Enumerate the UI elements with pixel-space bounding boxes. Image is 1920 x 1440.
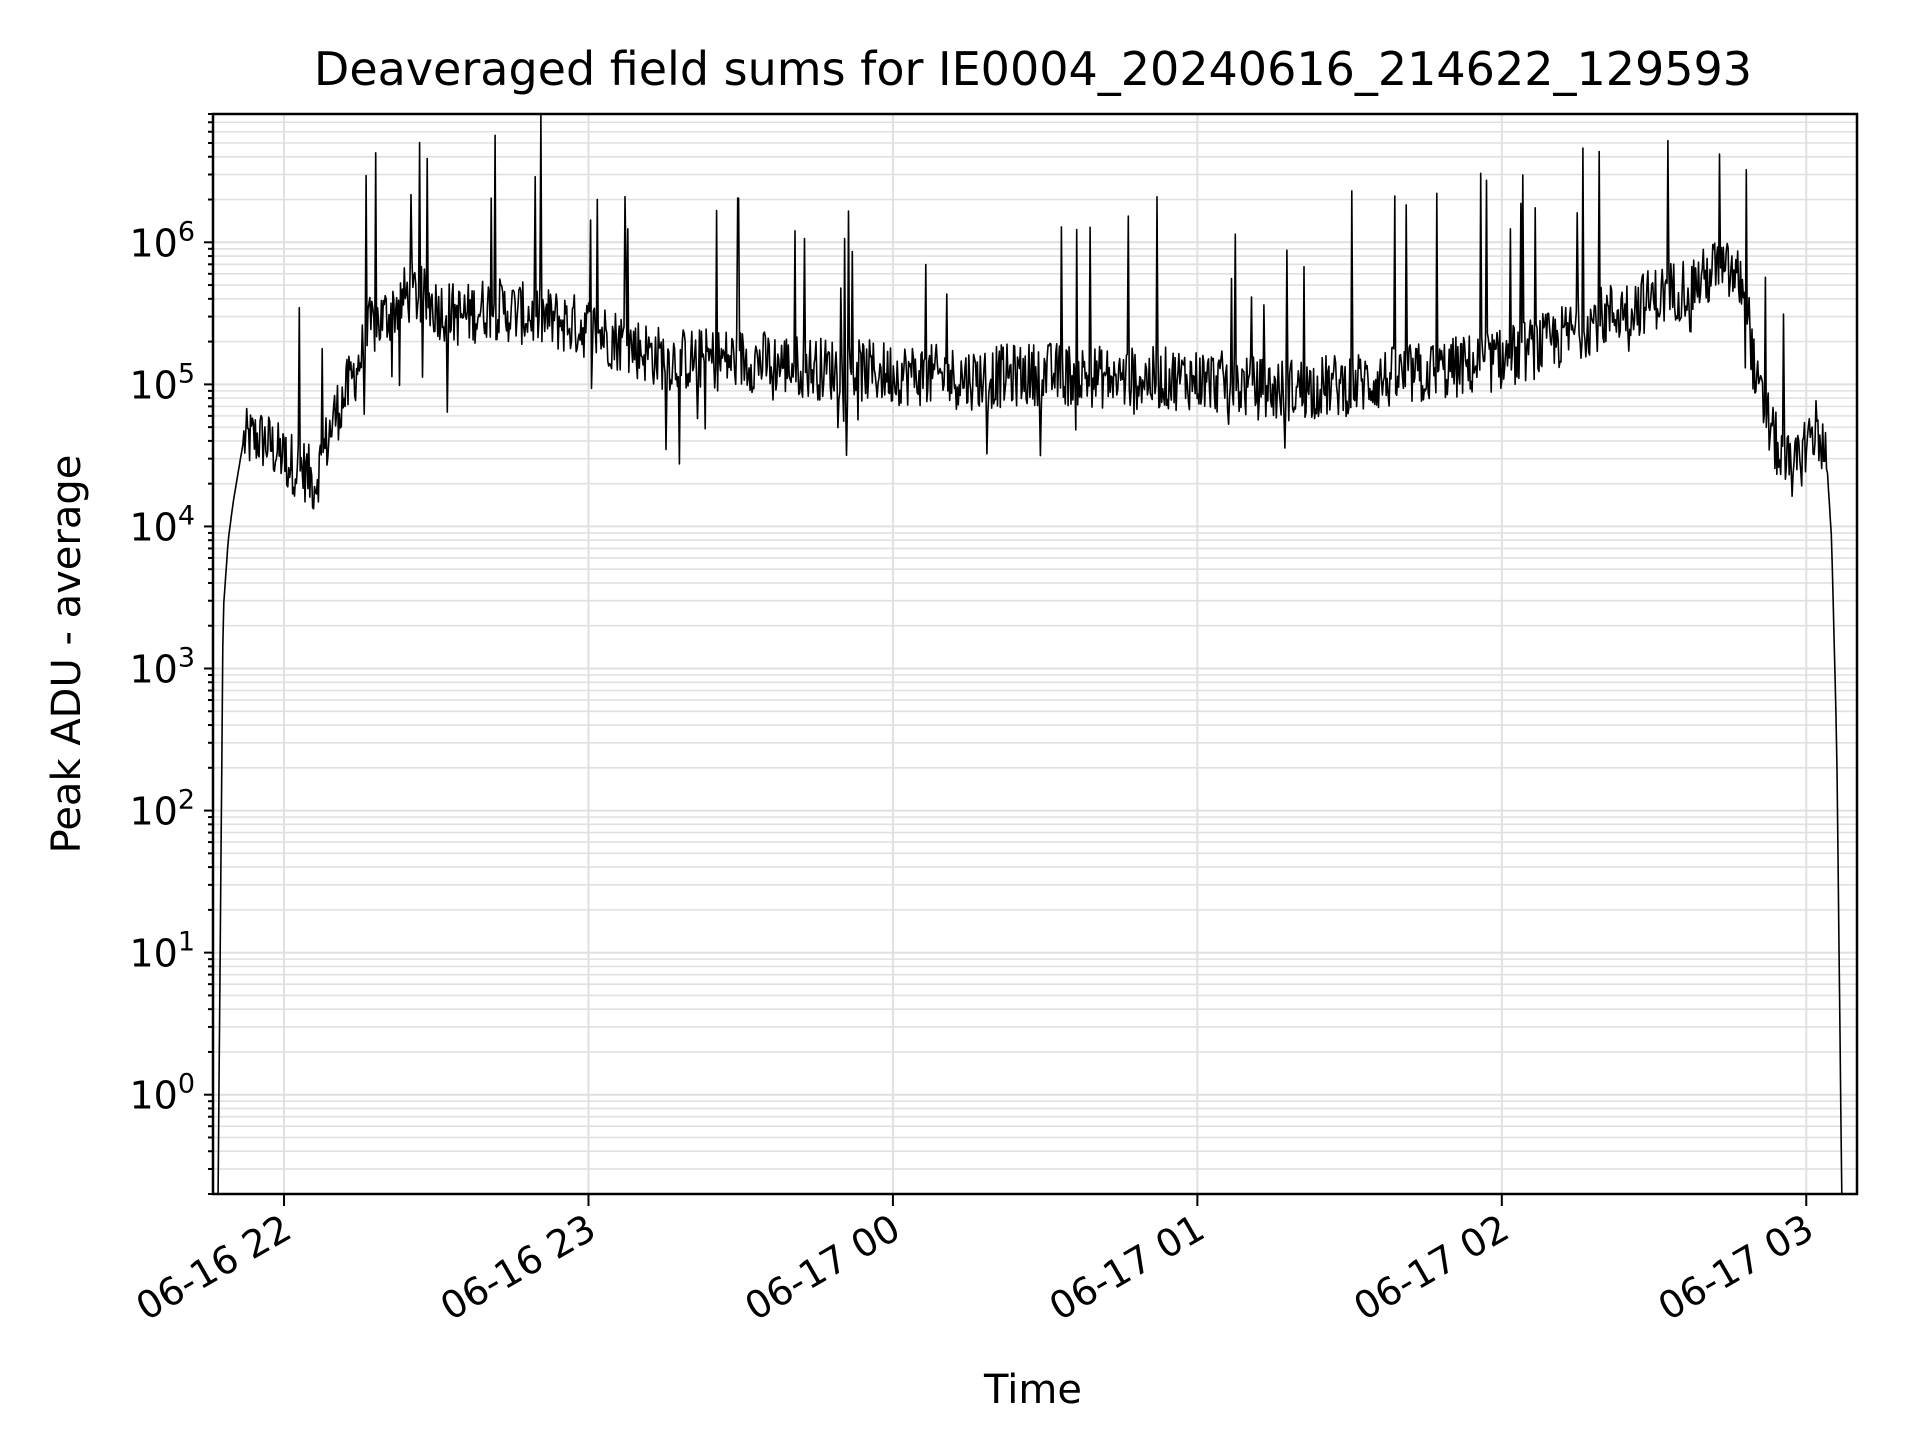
x-axis-label: Time: [983, 1367, 1082, 1413]
y-tick-label: 101: [129, 927, 195, 976]
y-tick-label: 102: [129, 785, 195, 834]
y-axis-label: Peak ADU - average: [44, 455, 90, 854]
x-tick-label: 06-17 03: [1651, 1206, 1821, 1330]
x-axis: 06-16 22 06-16 23 06-17 00 06-17 01 06-17 02…: [129, 1194, 1821, 1329]
y-tick-label: 103: [129, 642, 195, 691]
series-line: [217, 113, 1843, 1195]
data-line-layer: [217, 113, 1843, 1195]
x-tick-label: 06-17 02: [1346, 1206, 1516, 1330]
x-tick-label: 06-16 22: [129, 1206, 299, 1330]
y-tick-label: 104: [129, 500, 195, 549]
x-tick-label: 06-16 23: [433, 1206, 603, 1330]
x-tick-label: 06-17 01: [1042, 1206, 1212, 1330]
x-tick-label: 06-17 00: [737, 1206, 907, 1330]
y-tick-label: 106: [129, 216, 195, 265]
y-tick-label: 105: [129, 358, 195, 407]
y-axis: 100 101 102 103 104 105 106: [129, 113, 213, 1195]
chart-title: Deaveraged field sums for IE0004_2024061…: [314, 42, 1752, 96]
grid: [213, 113, 1857, 1195]
plot-frame: [211, 112, 1859, 1196]
y-tick-label: 100: [129, 1069, 195, 1118]
